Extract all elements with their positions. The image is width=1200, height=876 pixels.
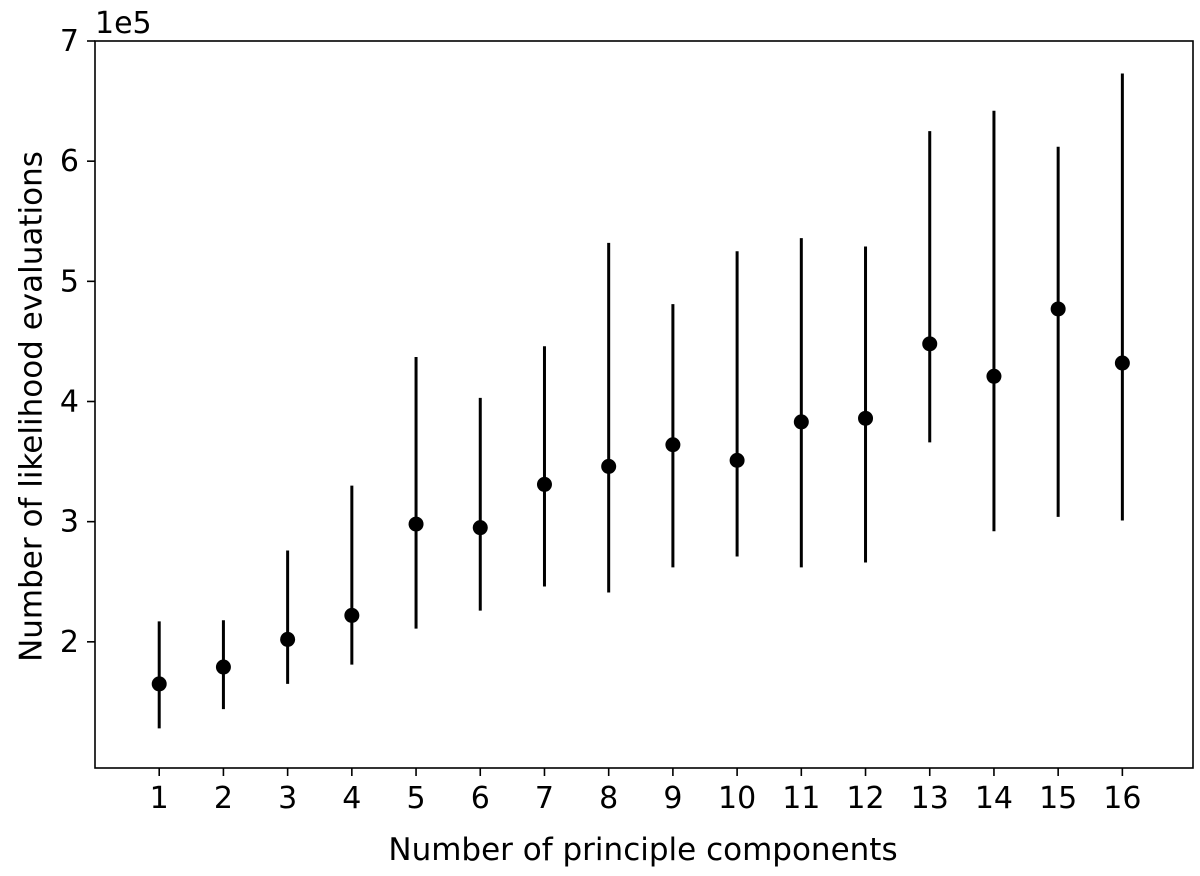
x-tick-label: 7 bbox=[535, 781, 554, 816]
y-tick-label: 7 bbox=[60, 24, 79, 59]
x-tick-label: 1 bbox=[150, 781, 169, 816]
y-tick-label: 3 bbox=[60, 505, 79, 540]
data-point bbox=[151, 676, 167, 692]
data-point bbox=[665, 437, 681, 453]
x-tick-label: 14 bbox=[975, 781, 1013, 816]
x-tick-label: 2 bbox=[214, 781, 233, 816]
x-tick-label: 11 bbox=[782, 781, 820, 816]
y-axis: 2 3 4 5 6 7 bbox=[60, 24, 95, 660]
x-tick-label: 8 bbox=[599, 781, 618, 816]
data-point bbox=[1114, 355, 1130, 371]
x-tick-label: 16 bbox=[1103, 781, 1141, 816]
data-point bbox=[1050, 301, 1066, 317]
data-point bbox=[793, 414, 809, 430]
y-tick-label: 6 bbox=[60, 144, 79, 179]
data-point bbox=[215, 659, 231, 675]
data-point bbox=[922, 336, 938, 352]
plot-frame bbox=[94, 40, 1194, 769]
x-axis: 1 2 3 4 5 6 7 8 9 10 11 12 13 14 15 16 bbox=[150, 768, 1141, 816]
x-axis-label: Number of principle components bbox=[388, 832, 897, 868]
y-axis-label: Number of likelihood evaluations bbox=[14, 151, 50, 662]
x-tick-label: 3 bbox=[278, 781, 297, 816]
data-point bbox=[536, 476, 552, 492]
y-tick-label: 2 bbox=[60, 625, 79, 660]
y-scale-exponent-label: 1e5 bbox=[95, 6, 152, 41]
data-point bbox=[601, 458, 617, 474]
data-point bbox=[858, 410, 874, 426]
x-tick-label: 13 bbox=[911, 781, 949, 816]
data-point bbox=[280, 631, 296, 647]
x-tick-label: 5 bbox=[407, 781, 426, 816]
data-point bbox=[472, 520, 488, 536]
data-point bbox=[408, 516, 424, 532]
point-layer bbox=[151, 301, 1130, 692]
data-point bbox=[344, 607, 360, 623]
x-tick-label: 6 bbox=[471, 781, 490, 816]
x-tick-label: 9 bbox=[663, 781, 682, 816]
y-tick-label: 4 bbox=[60, 384, 79, 419]
data-point bbox=[729, 452, 745, 468]
data-point bbox=[986, 368, 1002, 384]
x-tick-label: 4 bbox=[342, 781, 361, 816]
errorbar-layer bbox=[157, 73, 1124, 729]
x-tick-label: 12 bbox=[846, 781, 884, 816]
x-tick-label: 15 bbox=[1039, 781, 1077, 816]
y-tick-label: 5 bbox=[60, 264, 79, 299]
x-tick-label: 10 bbox=[718, 781, 756, 816]
